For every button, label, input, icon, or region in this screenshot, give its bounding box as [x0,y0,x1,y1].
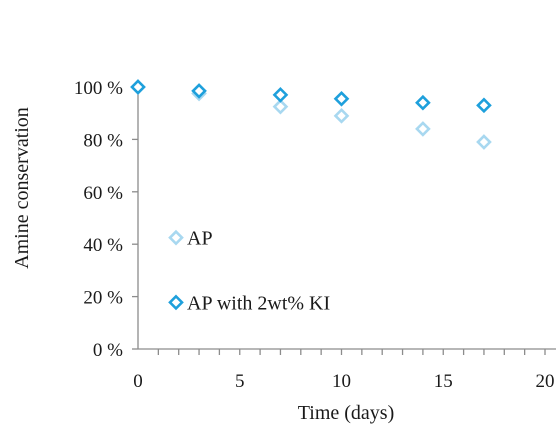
data-point-series-2 [476,97,492,114]
data-point-series-1 [272,98,289,115]
data-point-series-1 [333,107,350,124]
data-point-series-2 [130,79,146,95]
data-point-series-1 [476,134,492,150]
legend-label-series-2: AP with 2wt% KI [187,292,330,314]
x-tick-label: 0 [133,371,143,392]
data-point-series-2 [272,87,289,103]
data-point-series-2 [415,94,431,111]
data-point-series-2 [191,83,207,99]
legend-marker-series-1 [168,229,184,246]
legend: AP AP with 2wt% KI [168,228,330,314]
data-point-series-1 [415,121,431,137]
y-tick-label: 20 % [83,288,123,309]
x-tick-label: 10 [332,371,351,392]
x-tick-label: 5 [235,371,245,392]
data-point-series-2 [333,90,350,107]
y-tick-label: 40 % [83,235,123,256]
marks-layer [130,79,492,150]
legend-label-series-1: AP [187,228,213,250]
x-tick-label: 20 [536,371,555,392]
y-tick-label: 0 % [93,340,123,361]
y-tick-label: 60 % [83,183,123,204]
y-tick-label: 100 % [74,78,123,99]
x-axis-title: Time (days) [298,402,394,424]
axes-layer: 0 % 20 % 40 % 60 % 80 % 100 % 0 5 10 15 20 [74,78,556,392]
y-tick-label: 80 % [83,130,123,151]
legend-marker-series-2 [168,294,184,311]
x-tick-label: 15 [434,371,453,392]
y-axis-title: Amine conservation [11,107,33,269]
